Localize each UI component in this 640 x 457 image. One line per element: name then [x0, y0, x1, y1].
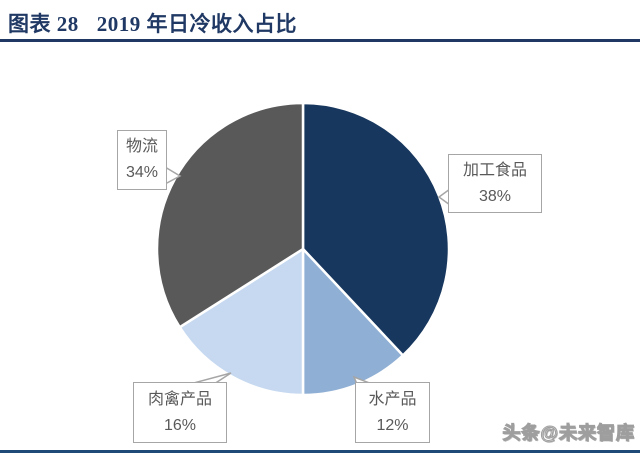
callout-meat-poultry: 肉禽产品 16% — [133, 382, 227, 443]
figure-title: 图表 28 2019 年日冷收入占比 — [8, 8, 297, 38]
callout-processed-foods: 加工食品 38% — [448, 154, 542, 213]
header-divider-line — [0, 39, 640, 42]
slice-label: 物流 — [125, 138, 158, 155]
slice-percent: 16% — [163, 416, 197, 434]
pie-slice-加工食品 — [301, 101, 451, 357]
callout-marine-products: 水产品 12% — [355, 382, 430, 443]
chart-title: 2019 年日冷收入占比 — [96, 12, 297, 36]
slice-label: 水产品 — [368, 390, 417, 408]
watermark-toutiao: 头条@未来智库 — [502, 423, 635, 444]
slice-label: 肉禽产品 — [147, 390, 212, 408]
slice-label: 加工食品 — [462, 161, 527, 179]
slice-percent: 38% — [478, 187, 512, 205]
slice-percent: 12% — [376, 416, 409, 434]
figure-number: 图表 28 — [8, 12, 79, 36]
bottom-divider-line — [0, 450, 640, 453]
pie-slice-肉禽产品 — [178, 247, 305, 397]
pie-slices — [155, 101, 451, 397]
slice-percent: 34% — [125, 164, 159, 181]
callout-logistics: 物流 34% — [117, 130, 167, 190]
